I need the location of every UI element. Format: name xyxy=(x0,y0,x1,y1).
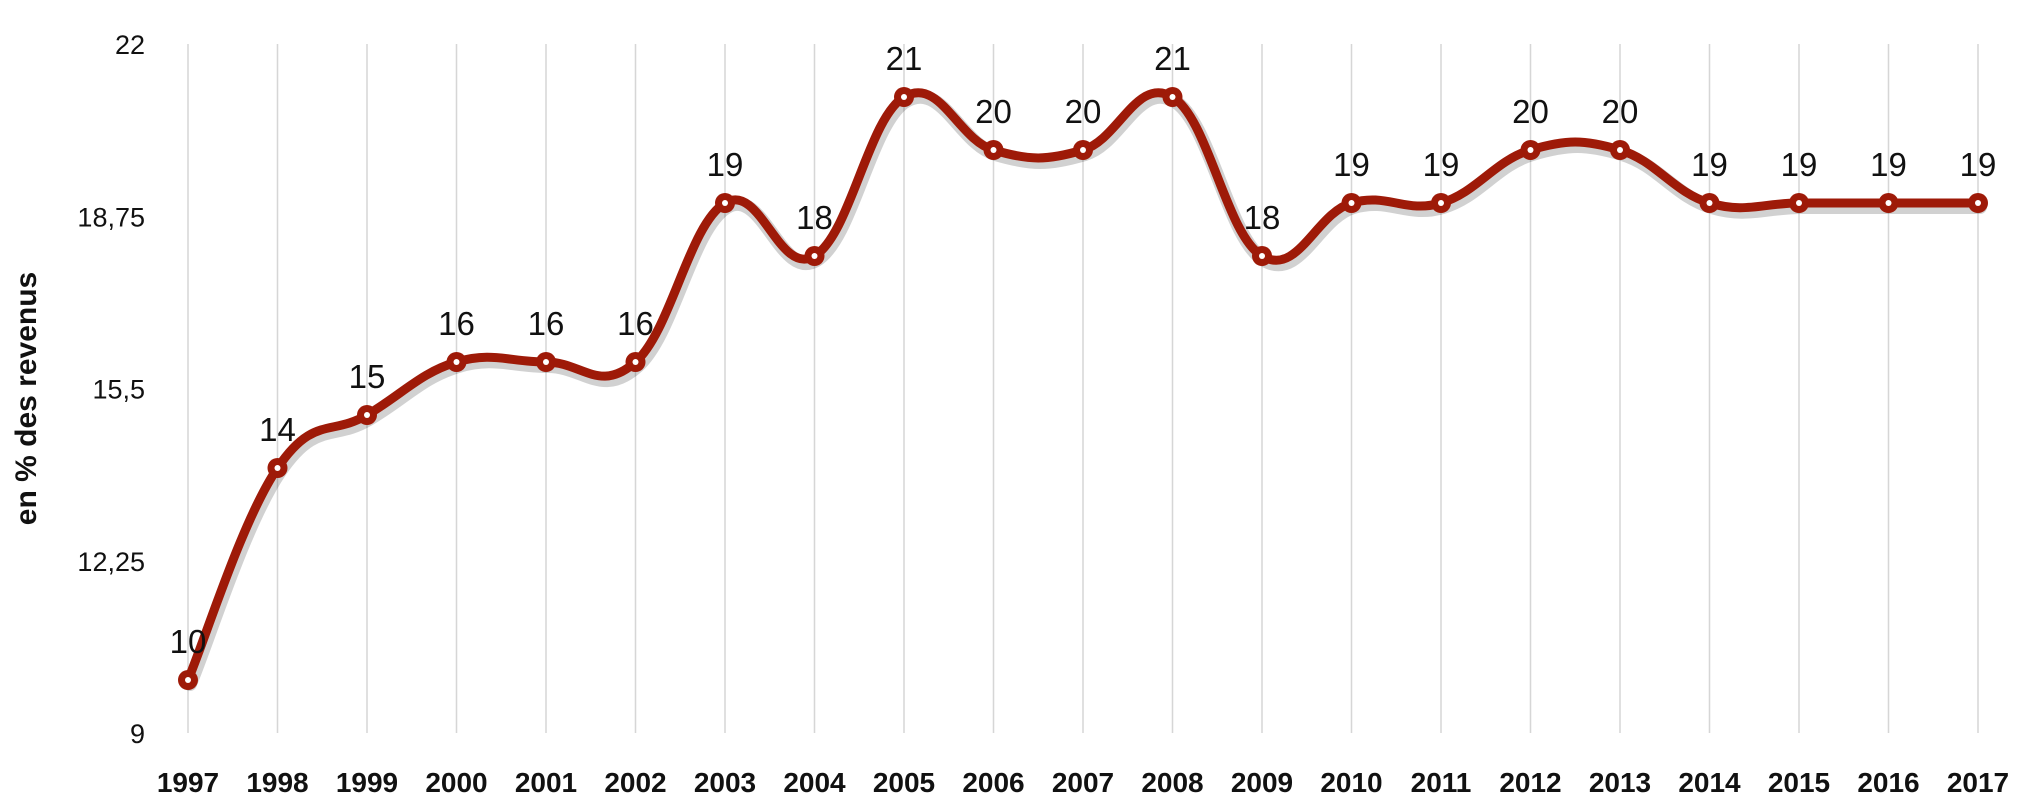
data-point-center xyxy=(543,359,549,365)
data-label: 21 xyxy=(1154,40,1191,77)
x-tick-2013: 2013 xyxy=(1589,767,1651,795)
y-tick: 22 xyxy=(115,30,145,60)
data-points xyxy=(178,87,1988,690)
data-label: 20 xyxy=(1065,93,1102,130)
data-labels: 10 14 15 16 16 16 19 18 21 20 20 21 18 19 19 20 20 19 19 19… xyxy=(170,40,1997,660)
data-point-center xyxy=(632,359,639,365)
x-tick-2010: 2010 xyxy=(1320,767,1382,795)
data-point-center xyxy=(1706,200,1713,206)
y-tick: 18,75 xyxy=(77,202,145,232)
data-label: 19 xyxy=(1870,146,1907,183)
x-tick-1998: 1998 xyxy=(246,767,308,795)
x-axis-ticks: 1997 1998 1999 2000 2001 2002 2003 2004 2005 2006… xyxy=(157,767,2009,795)
data-label: 19 xyxy=(1781,146,1818,183)
x-tick-2008: 2008 xyxy=(1141,767,1203,795)
data-label: 19 xyxy=(1333,146,1370,183)
data-label: 21 xyxy=(886,40,923,77)
data-label: 16 xyxy=(438,305,475,342)
y-axis-ticks: 9 12,25 15,5 18,75 22 xyxy=(77,30,145,749)
x-tick-2014: 2014 xyxy=(1678,767,1741,795)
x-tick-1997: 1997 xyxy=(157,767,219,795)
x-tick-2001: 2001 xyxy=(515,767,577,795)
data-label: 19 xyxy=(1960,146,1997,183)
data-label: 16 xyxy=(528,305,565,342)
y-tick: 12,25 xyxy=(77,547,145,577)
x-tick-2003: 2003 xyxy=(694,767,756,795)
x-tick-2004: 2004 xyxy=(783,767,846,795)
data-point-center xyxy=(901,94,907,100)
data-label: 15 xyxy=(349,358,386,395)
data-label: 18 xyxy=(796,199,833,236)
x-tick-2002: 2002 xyxy=(604,767,666,795)
data-point-center xyxy=(1885,200,1892,206)
data-label: 19 xyxy=(707,146,744,183)
data-label: 19 xyxy=(1423,146,1460,183)
data-point-center xyxy=(811,253,818,259)
data-point-center xyxy=(722,200,728,206)
x-tick-2012: 2012 xyxy=(1499,767,1561,795)
x-tick-2009: 2009 xyxy=(1231,767,1293,795)
data-point-center xyxy=(1527,147,1534,153)
data-label: 10 xyxy=(170,623,207,660)
data-point-center xyxy=(1169,94,1176,100)
x-tick-1999: 1999 xyxy=(336,767,398,795)
data-point-center xyxy=(1617,147,1623,153)
data-point-center xyxy=(453,359,460,365)
x-tick-2005: 2005 xyxy=(873,767,935,795)
data-label: 19 xyxy=(1691,146,1728,183)
y-tick: 9 xyxy=(130,719,145,749)
data-label: 20 xyxy=(975,93,1012,130)
data-point-center xyxy=(274,465,281,471)
data-label: 20 xyxy=(1602,93,1639,130)
y-axis-label: en % des revenus xyxy=(10,272,43,525)
x-tick-2016: 2016 xyxy=(1857,767,1919,795)
data-label: 14 xyxy=(259,411,296,448)
x-tick-2011: 2011 xyxy=(1411,767,1472,795)
data-point-center xyxy=(1438,200,1444,206)
data-point-center xyxy=(185,677,191,683)
series-line-shadow xyxy=(183,89,1987,691)
x-tick-2017: 2017 xyxy=(1947,767,2009,795)
data-point-center xyxy=(1796,200,1802,206)
data-label: 20 xyxy=(1512,93,1549,130)
data-point-center xyxy=(1080,147,1086,153)
x-tick-2015: 2015 xyxy=(1768,767,1830,795)
x-tick-2006: 2006 xyxy=(962,767,1024,795)
y-tick: 15,5 xyxy=(92,375,145,405)
data-label: 16 xyxy=(617,305,654,342)
x-tick-2000: 2000 xyxy=(425,767,487,795)
data-point-center xyxy=(990,147,997,153)
data-point-center xyxy=(1259,253,1265,259)
x-tick-2007: 2007 xyxy=(1052,767,1114,795)
data-label: 18 xyxy=(1244,199,1281,236)
data-point-center xyxy=(1975,200,1981,206)
data-point-center xyxy=(364,412,370,418)
data-point-center xyxy=(1348,200,1355,206)
